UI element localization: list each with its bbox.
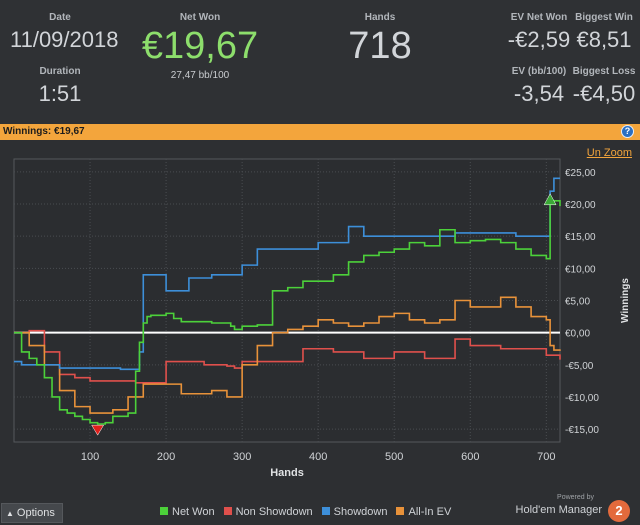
help-icon[interactable]: ? (621, 125, 634, 138)
unzoom-link[interactable]: Un Zoom (586, 147, 632, 159)
winnings-banner-text: Winnings: €19,67 (3, 126, 85, 137)
stats-panel: Date 11/09/2018 Duration 1:51 Net Won €1… (0, 0, 640, 124)
net-won-bb100: 27,47 bb/100 (170, 70, 230, 81)
y-axis-title: Winnings (620, 278, 631, 323)
y-tick-label: -€5,00 (565, 361, 594, 372)
legend-item: All-In EV (396, 506, 451, 518)
marker-max (543, 193, 557, 206)
duration-stat: Duration 1:51 (10, 66, 110, 107)
x-tick-label: 500 (385, 451, 403, 463)
legend-swatch (223, 507, 232, 515)
date-stat: Date 11/09/2018 (10, 12, 119, 53)
biggest-win-label: Biggest Win (575, 12, 633, 23)
footer: ▲ Options Net Won Non Showdown Showdown All-… (0, 494, 640, 525)
ev-net-won-label: EV Net Won (510, 12, 568, 23)
biggest-loss-value: -€4,50 (572, 81, 636, 106)
ev-bb100-value: -3,54 (513, 81, 565, 106)
y-tick-label: €10,00 (565, 264, 596, 275)
legend-label: All-In EV (408, 506, 452, 518)
duration-label: Duration (39, 66, 81, 77)
hands-label: Hands (364, 12, 396, 23)
brand-logo: Powered by Hold'em Manager 2 (492, 494, 632, 524)
x-tick-label: 100 (81, 451, 99, 463)
y-tick-label: €0,00 (565, 329, 590, 340)
date-value: 11/09/2018 (10, 27, 119, 52)
series-line-all-in-ev (14, 296, 561, 414)
biggest-loss-stat: Biggest Loss -€4,50 (570, 66, 638, 107)
x-tick-label: 300 (233, 451, 251, 463)
caret-up-icon: ▲ (6, 509, 14, 518)
legend-label: Showdown (333, 506, 388, 518)
ev-net-won-stat: EV Net Won -€2,59 (502, 12, 576, 53)
series-line-net-won (14, 200, 561, 425)
x-tick-label: 200 (157, 451, 175, 463)
marker-min (91, 424, 105, 436)
legend-label: Non Showdown (235, 506, 313, 518)
ev-bb100-stat: EV (bb/100) -3,54 (502, 66, 576, 107)
y-tick-label: €15,00 (565, 232, 596, 243)
biggest-win-stat: Biggest Win €8,51 (570, 12, 638, 53)
x-tick-label: 700 (537, 451, 555, 463)
chart-legend: Net Won Non Showdown Showdown All-In EV (160, 506, 460, 518)
ev-net-won-value: -€2,59 (507, 27, 571, 52)
y-tick-label: -€10,00 (565, 393, 599, 404)
y-tick-label: €25,00 (565, 168, 596, 179)
legend-swatch (160, 507, 168, 515)
winnings-chart[interactable]: 100 200 300 400 500 600 700 -€15,00 -€10,00 -€5,0… (0, 140, 640, 500)
x-axis-title: Hands (270, 467, 304, 479)
legend-swatch (321, 507, 330, 515)
legend-item: Non Showdown (223, 506, 313, 518)
legend-item: Showdown (321, 506, 388, 518)
legend-item: Net Won (160, 506, 215, 518)
duration-value: 1:51 (38, 81, 82, 106)
x-tick-label: 400 (309, 451, 327, 463)
biggest-loss-label: Biggest Loss (572, 66, 636, 77)
net-won-label: Net Won (179, 12, 221, 23)
y-tick-label: €20,00 (565, 200, 596, 211)
net-won-value: €19,67 (141, 25, 259, 67)
hands-stat: Hands 718 (330, 12, 430, 68)
biggest-win-value: €8,51 (576, 27, 632, 52)
ev-bb100-label: EV (bb/100) (511, 66, 567, 77)
x-tick-label: 600 (461, 451, 479, 463)
winnings-banner: Winnings: €19,67 ? (0, 124, 640, 140)
powered-by-text: Powered by (557, 494, 594, 501)
legend-label: Net Won (172, 506, 215, 518)
date-label: Date (49, 12, 71, 23)
options-button[interactable]: ▲ Options (1, 503, 63, 523)
brand-name: Hold'em Manager (515, 504, 602, 516)
options-label: Options (16, 507, 55, 519)
series-line-showdown (14, 177, 560, 371)
y-tick-label: -€15,00 (565, 425, 599, 436)
hands-value: 718 (348, 25, 412, 67)
brand-badge-icon: 2 (608, 500, 630, 522)
legend-swatch (396, 507, 405, 515)
y-tick-label: €5,00 (565, 297, 590, 308)
net-won-stat: Net Won €19,67 27,47 bb/100 (130, 12, 270, 81)
